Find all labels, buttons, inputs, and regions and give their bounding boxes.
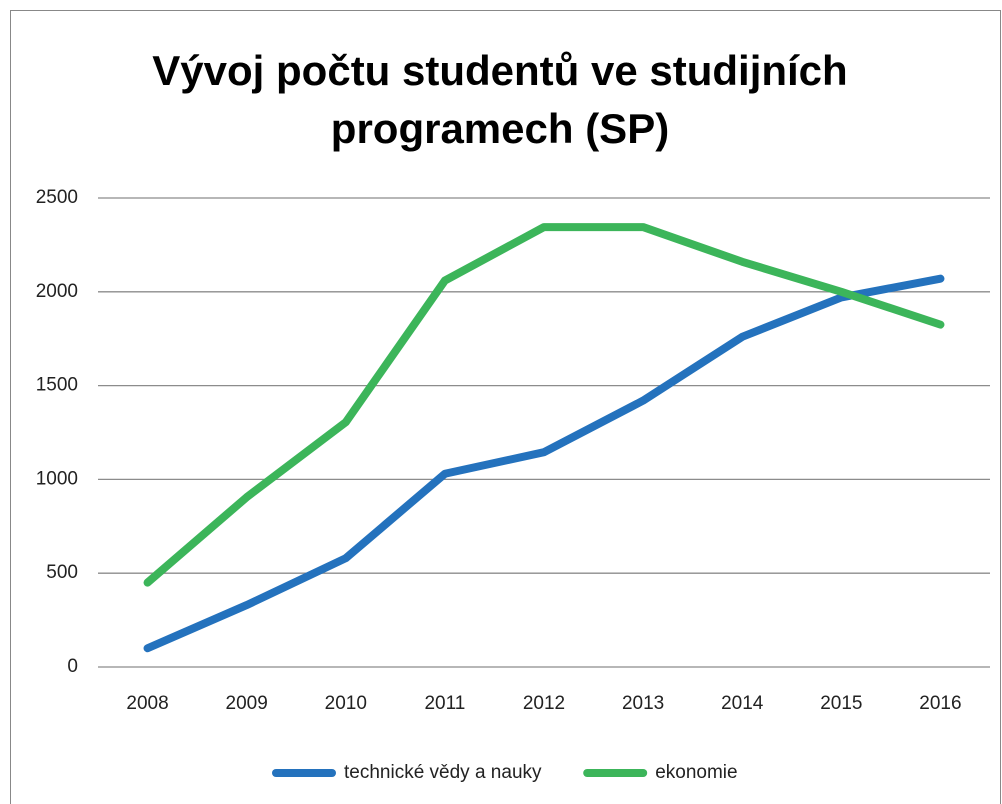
legend-label: technické vědy a nauky [344,762,542,783]
chart-title: Vývoj počtu studentů ve studijních progr… [152,47,848,152]
x-tick-label: 2008 [126,693,168,714]
x-tick-label: 2013 [622,693,664,714]
y-tick-label: 1500 [36,375,78,396]
y-tick-label: 0 [67,656,78,677]
y-tick-label: 2500 [36,187,78,208]
legend-label: ekonomie [655,762,737,783]
line-series [143,274,945,653]
x-tick-label: 2016 [919,693,961,714]
x-tick-label: 2009 [226,693,268,714]
x-tick-label: 2010 [325,693,367,714]
x-tick-label: 2012 [523,693,565,714]
x-tick-label: 2014 [721,693,764,714]
x-tick-label: 2015 [820,693,862,714]
chart-border [10,10,1001,804]
line-series [143,223,945,587]
y-tick-label: 1000 [36,468,78,489]
y-tick-label: 2000 [36,281,78,302]
x-tick-label: 2011 [424,693,465,714]
y-tick-label: 500 [46,562,78,583]
